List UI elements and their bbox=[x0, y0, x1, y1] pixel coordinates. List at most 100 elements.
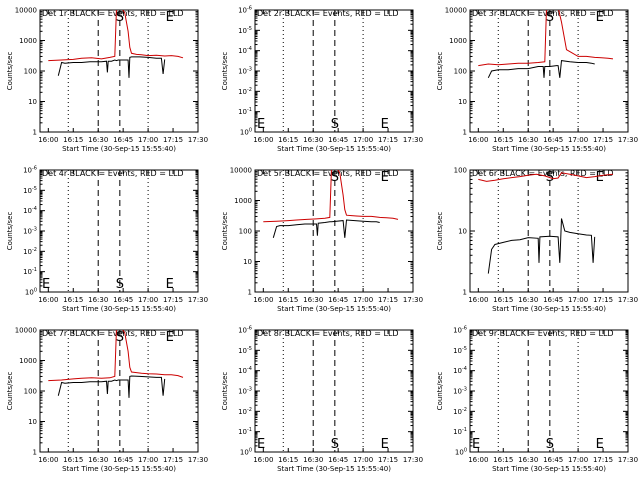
marker-e: E bbox=[257, 117, 265, 132]
x-tick-label: 17:30 bbox=[403, 456, 423, 464]
x-tick-label: 16:15 bbox=[493, 136, 513, 144]
x-tick-label: 17:30 bbox=[618, 296, 638, 304]
x-tick-label: 17:15 bbox=[593, 296, 613, 304]
series-line-red bbox=[478, 172, 614, 182]
panel-title: Det 4r BLACK = Events, RED = LLD bbox=[42, 169, 184, 178]
x-axis-label: Start Time (30-Sep-15 15:55:40) bbox=[492, 305, 606, 313]
marker-e: E bbox=[381, 117, 389, 132]
series-line-red bbox=[263, 170, 399, 223]
x-tick-label: 17:15 bbox=[378, 456, 398, 464]
marker-e: E bbox=[472, 437, 480, 452]
panel-title: Det 1r BLACK = Events, RED = LLD bbox=[42, 9, 184, 18]
x-tick-label: 16:00 bbox=[38, 296, 58, 304]
x-axis-label: Start Time (30-Sep-15 15:55:40) bbox=[62, 465, 176, 473]
x-tick-label: 16:00 bbox=[253, 136, 273, 144]
x-tick-label: 16:45 bbox=[328, 136, 348, 144]
y-tick-label: 10-6 bbox=[238, 6, 252, 15]
x-tick-label: 16:30 bbox=[88, 296, 108, 304]
y-tick-label: 10-2 bbox=[238, 87, 252, 96]
y-tick-label: 1 bbox=[463, 129, 467, 137]
y-tick-label: 100 bbox=[239, 228, 252, 236]
y-tick-label: 100 bbox=[240, 128, 252, 137]
plot-frame bbox=[469, 329, 629, 453]
panel-title: Det 8r BLACK = Events, RED = LLD bbox=[257, 329, 399, 338]
panel-title: Det 7r BLACK = Events, RED = LLD bbox=[42, 329, 184, 338]
x-tick-label: 17:30 bbox=[403, 136, 423, 144]
marker-e: E bbox=[596, 10, 604, 25]
y-tick-label: 10-6 bbox=[238, 326, 252, 335]
marker-e: E bbox=[596, 437, 604, 452]
x-tick-label: 17:15 bbox=[593, 456, 613, 464]
plot-frame bbox=[254, 169, 414, 293]
y-tick-label: 1 bbox=[33, 449, 37, 457]
y-tick-label: 100 bbox=[25, 288, 37, 297]
series-line-black bbox=[57, 375, 166, 398]
x-tick-label: 17:15 bbox=[163, 296, 183, 304]
y-tick-label: 1000 bbox=[234, 197, 252, 205]
x-tick-label: 17:15 bbox=[378, 136, 398, 144]
marker-s: S bbox=[546, 10, 554, 25]
x-axis-label: Start Time (30-Sep-15 15:55:40) bbox=[277, 465, 391, 473]
y-tick-label: 100 bbox=[454, 167, 467, 175]
y-axis-label: Counts/sec bbox=[221, 52, 229, 91]
plot-frame bbox=[39, 9, 199, 133]
series-line-black bbox=[487, 60, 595, 79]
y-tick-label: 10 bbox=[458, 98, 467, 106]
marker-e: E bbox=[166, 10, 174, 25]
y-tick-label: 10 bbox=[243, 258, 252, 266]
plot-frame bbox=[254, 9, 414, 133]
y-axis-label: Counts/sec bbox=[436, 372, 444, 411]
series-line-red bbox=[48, 10, 184, 62]
x-tick-label: 16:30 bbox=[518, 456, 538, 464]
x-tick-label: 17:15 bbox=[163, 136, 183, 144]
y-tick-label: 10-5 bbox=[238, 346, 252, 355]
marker-e: E bbox=[381, 170, 389, 185]
y-tick-label: 10 bbox=[28, 98, 37, 106]
series-line-red bbox=[478, 10, 614, 67]
y-tick-label: 10-4 bbox=[238, 366, 252, 375]
marker-s: S bbox=[116, 277, 124, 292]
y-axis-label: Counts/sec bbox=[221, 212, 229, 251]
y-tick-label: 10 bbox=[28, 418, 37, 426]
x-tick-label: 17:00 bbox=[568, 296, 588, 304]
y-tick-label: 10-4 bbox=[453, 366, 467, 375]
y-tick-label: 1 bbox=[463, 289, 467, 297]
y-axis-label: Counts/sec bbox=[436, 212, 444, 251]
series-line-black bbox=[57, 56, 166, 78]
x-tick-label: 17:30 bbox=[618, 136, 638, 144]
marker-s: S bbox=[331, 437, 339, 452]
y-tick-label: 10000 bbox=[15, 327, 37, 335]
x-axis-label: Start Time (30-Sep-15 15:55:40) bbox=[62, 305, 176, 313]
y-tick-label: 10-6 bbox=[453, 326, 467, 335]
x-tick-label: 17:15 bbox=[593, 136, 613, 144]
y-axis-label: Counts/sec bbox=[221, 372, 229, 411]
y-tick-label: 10 bbox=[458, 228, 467, 236]
y-tick-label: 10-6 bbox=[23, 166, 37, 175]
x-tick-label: 17:30 bbox=[618, 456, 638, 464]
x-tick-label: 16:30 bbox=[518, 296, 538, 304]
x-tick-label: 16:45 bbox=[113, 296, 133, 304]
x-tick-label: 17:30 bbox=[188, 136, 208, 144]
x-tick-label: 17:30 bbox=[403, 296, 423, 304]
panel-title: Det 9r BLACK = Events, RED = LLD bbox=[472, 329, 614, 338]
series-line-black bbox=[487, 218, 596, 274]
x-axis-label: Start Time (30-Sep-15 15:55:40) bbox=[492, 465, 606, 473]
x-tick-label: 17:00 bbox=[138, 296, 158, 304]
x-tick-label: 16:15 bbox=[278, 136, 298, 144]
panel-title: Det 5r BLACK = Events, RED = LLD bbox=[257, 169, 399, 178]
panel-det-8r: Det 8r BLACK = Events, RED = LLD Counts/s… bbox=[221, 326, 423, 474]
x-tick-label: 16:30 bbox=[88, 136, 108, 144]
y-tick-label: 10-5 bbox=[238, 26, 252, 35]
x-tick-label: 16:45 bbox=[543, 136, 563, 144]
panel-det-9r: Det 9r BLACK = Events, RED = LLD Counts/s… bbox=[436, 326, 638, 474]
y-tick-label: 10-3 bbox=[453, 387, 467, 396]
x-tick-label: 16:45 bbox=[543, 456, 563, 464]
x-axis-label: Start Time (30-Sep-15 15:55:40) bbox=[277, 305, 391, 313]
series-line-black bbox=[272, 219, 380, 238]
x-axis-label: Start Time (30-Sep-15 15:55:40) bbox=[277, 145, 391, 153]
y-tick-label: 1 bbox=[33, 129, 37, 137]
y-tick-label: 100 bbox=[454, 68, 467, 76]
plot-frame bbox=[469, 169, 629, 293]
y-tick-label: 10-5 bbox=[453, 346, 467, 355]
